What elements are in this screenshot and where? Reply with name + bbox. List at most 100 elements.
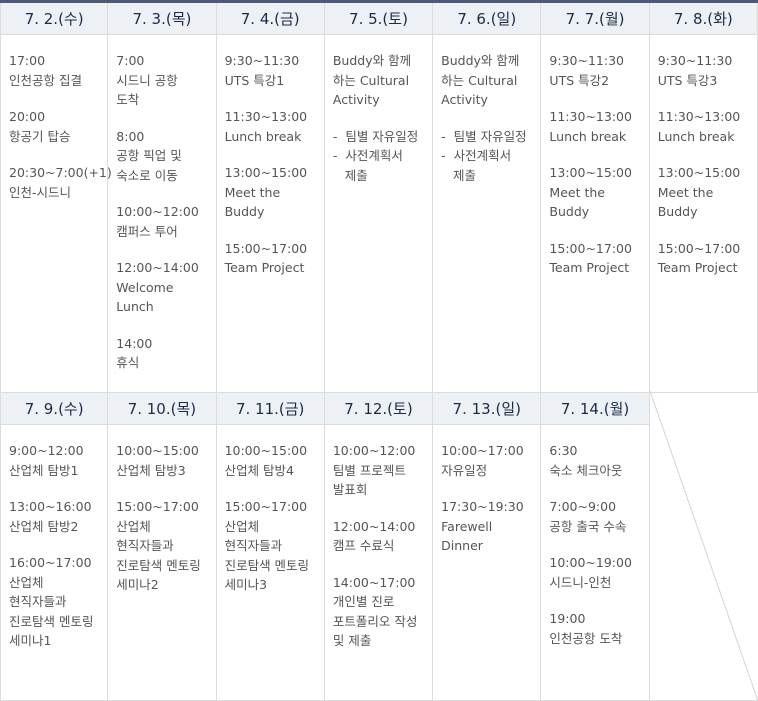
schedule-item-time: 13:00~15:00 <box>224 165 308 180</box>
schedule-cell: 9:30~11:30 UTS 특강2 11:30~13:00 Lunch break 1… <box>541 35 650 393</box>
schedule-item-text: 시드니 공항 <box>116 72 178 88</box>
schedule-item-time: 9:00~12:00 <box>9 443 84 458</box>
block-spacer <box>9 536 107 553</box>
empty-header <box>649 393 758 425</box>
schedule-item-text: 세미나2 <box>116 577 159 592</box>
date-header: 7. 10.(목) <box>108 393 217 425</box>
schedule-item-text: 산업체 <box>116 518 151 534</box>
schedule-item-text: - 사전계획서 <box>441 148 512 163</box>
block-spacer <box>658 90 757 107</box>
schedule-item-time: 17:30~19:30 <box>441 499 524 514</box>
schedule-item-text: Farewell <box>441 518 493 534</box>
schedule-item-text: Meet the <box>224 184 281 200</box>
schedule-item-text: 개인별 진로 <box>332 594 395 609</box>
schedule-item-text: UTS 특강1 <box>224 72 285 88</box>
schedule-cell: 7:00 시드니 공항 도착 8:00 공항 픽업 및 숙소로 이동 10:00~12:00… <box>108 35 217 393</box>
schedule-item-text: UTS 특강2 <box>549 72 610 88</box>
block-spacer <box>549 90 648 107</box>
date-header-row: 7. 9.(수) 7. 10.(목) 7. 11.(금) 7. 12.(토) 7. 13… <box>0 393 758 425</box>
schedule-item-text: Lunch <box>116 299 154 314</box>
schedule-item-text: 항공기 탑승 <box>9 128 71 144</box>
date-header: 7. 3.(목) <box>108 3 217 35</box>
date-header: 7. 12.(토) <box>324 393 434 425</box>
schedule-cell: 17:00 인천공항 집결 20:00 항공기 탑승 20:30~7:00(+1) 인천-… <box>0 35 112 393</box>
schedule-item-time: 11:30~13:00 <box>657 109 741 124</box>
schedule-item-text: Lunch break <box>657 128 735 144</box>
block-spacer <box>549 146 648 163</box>
schedule-item-text: 발표회 <box>332 482 368 497</box>
schedule-cell: 10:00~15:00 산업체 탐방3 15:00~17:00 산업체 현직자들과 진로탐… <box>108 425 217 701</box>
schedule-item-time: 11:30~13:00 <box>549 109 632 124</box>
schedule-item-text: 현직자들과 <box>224 538 283 553</box>
schedule-item-text: Buddy <box>224 204 265 219</box>
date-header: 7. 6.(일) <box>433 3 542 35</box>
schedule-item-time: - 팀별 자유일정 <box>441 128 527 144</box>
block-spacer <box>9 90 107 107</box>
schedule-item-text: Lunch break <box>224 128 302 144</box>
schedule-item-text: 캠프 수료식 <box>332 538 395 553</box>
schedule-item-text: 공항 출국 수속 <box>549 518 627 534</box>
block-spacer <box>549 536 648 553</box>
block-spacer <box>658 222 757 239</box>
diagonal-line <box>649 391 758 701</box>
schedule-item-text: 세미나3 <box>224 577 268 592</box>
schedule-cell: 6:30 숙소 체크아웃 7:00~9:00 공항 출국 수속 10:00~19:00 시… <box>541 425 650 701</box>
schedule-cell: 9:30~11:30 UTS 특강1 11:30~13:00 Lunch break 1… <box>216 35 325 393</box>
schedule-item-text: Dinner <box>441 538 483 553</box>
schedule-item-text: Lunch break <box>549 128 627 144</box>
schedule-item-time: - 팀별 자유일정 <box>332 128 419 144</box>
schedule-item-time: 10:00~15:00 <box>116 443 199 458</box>
schedule-item-text: - 사전계획서 <box>332 148 403 163</box>
block-spacer <box>116 317 215 334</box>
date-header: 7. 2.(수) <box>0 3 109 35</box>
schedule-cell: 10:00~17:00 자유일정 17:30~19:30 Farewell Dinner <box>433 425 542 701</box>
date-header: 7. 11.(금) <box>216 393 325 425</box>
date-header: 7. 9.(수) <box>0 393 109 425</box>
schedule-item-text: 팀별 프로젝트 <box>332 462 406 478</box>
schedule-item-time: 20:30~7:00(+1) <box>9 165 112 180</box>
block-spacer <box>225 480 324 497</box>
schedule-item-text: 산업체 탐방1 <box>9 462 79 478</box>
block-spacer <box>116 110 215 127</box>
date-header: 7. 5.(토) <box>324 3 434 35</box>
block-spacer <box>116 480 215 497</box>
schedule-item-text: 제출 <box>441 167 477 183</box>
schedule-item-time: 14:00~17:00 <box>332 574 416 590</box>
schedule-item-time: 10:00~12:00 <box>332 443 416 458</box>
schedule-item-text: 산업체 탐방2 <box>9 518 79 534</box>
schedule-item-time: 6:30 <box>549 443 578 458</box>
block-spacer <box>225 222 324 239</box>
schedule-item-time: 10:00~12:00 <box>116 204 199 219</box>
schedule-cell: 9:30~11:30 UTS 특강3 11:30~13:00 Lunch break 1… <box>649 35 758 393</box>
date-header: 7. 8.(화) <box>649 3 758 35</box>
schedule-item-time: Buddy와 함께 <box>332 53 412 68</box>
schedule-item-time: 15:00~17:00 <box>224 240 308 256</box>
schedule-item-text: 숙소로 이동 <box>116 167 178 183</box>
block-spacer <box>549 480 648 497</box>
schedule-item-time: 15:00~17:00 <box>549 240 632 256</box>
schedule-item-text: 산업체 탐방4 <box>224 462 294 478</box>
date-header: 7. 7.(월) <box>541 3 650 35</box>
schedule-cell: 10:00~15:00 산업체 탐방4 15:00~17:00 산업체 현직자들과 진로탐… <box>216 425 325 701</box>
schedule-item-time: 9:30~11:30 <box>549 53 624 68</box>
schedule-item-text: 자유일정 <box>441 462 488 478</box>
schedule-item-time: Buddy와 함께 <box>441 53 520 68</box>
schedule-cell: 10:00~12:00 팀별 프로젝트 발표회 12:00~14:00 캠프 수료식 14… <box>324 425 434 701</box>
schedule-item-text: 숙소 체크아웃 <box>549 462 623 478</box>
schedule-item-text: Meet the <box>657 184 714 200</box>
schedule-cell: 9:00~12:00 산업체 탐방1 13:00~16:00 산업체 탐방2 16:00… <box>0 425 109 701</box>
schedule-item-text: 인천공항 도착 <box>549 630 623 646</box>
schedule-item-text: Buddy <box>657 204 698 219</box>
block-spacer <box>549 592 648 609</box>
schedule-item-time: 10:00~19:00 <box>549 555 632 570</box>
schedule-item-text: 인천공항 집결 <box>9 72 82 88</box>
schedule-row: 17:00 인천공항 집결 20:00 항공기 탑승 20:30~7:00(+1) 인천-… <box>0 35 758 393</box>
schedule-item-text: 인천-시드니 <box>9 184 72 200</box>
schedule-item-time: 11:30~13:00 <box>224 109 308 124</box>
schedule-item-text: Team Project <box>657 260 738 275</box>
block-spacer <box>9 480 107 497</box>
schedule-item-time: 13:00~15:00 <box>549 165 632 180</box>
schedule-item-time: 10:00~15:00 <box>224 443 308 458</box>
schedule-item-text: 하는 Cultural <box>441 72 518 88</box>
